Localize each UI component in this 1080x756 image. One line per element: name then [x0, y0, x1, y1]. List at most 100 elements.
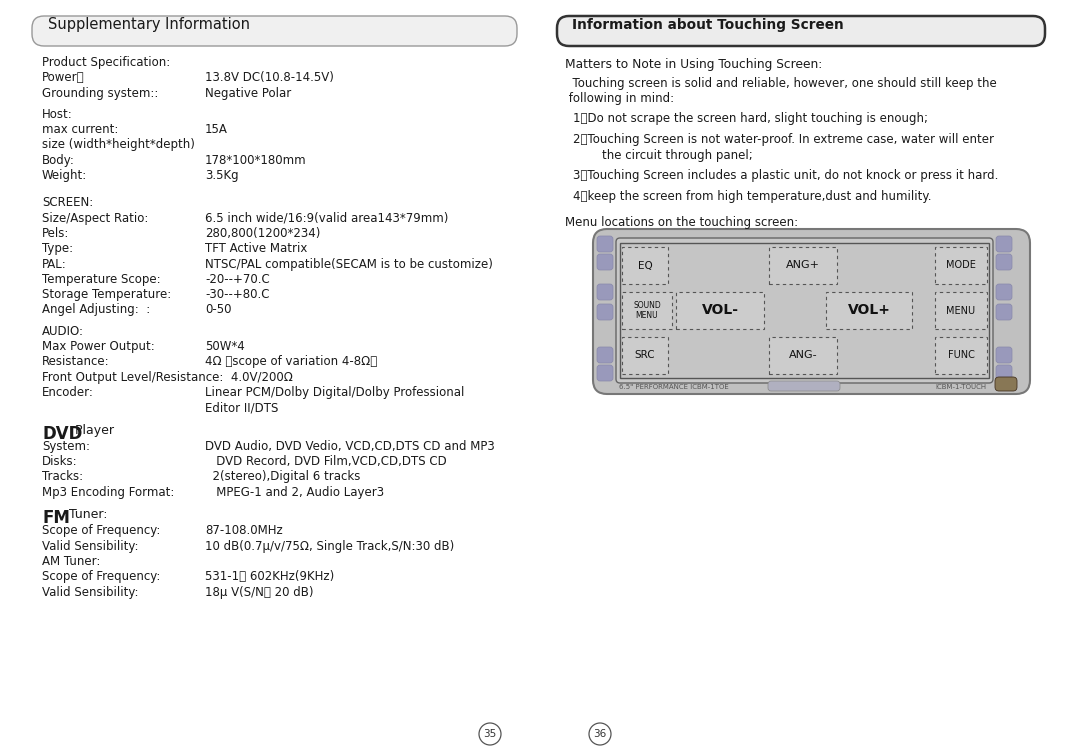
Text: PAL:: PAL:	[42, 258, 67, 271]
Text: ANG-: ANG-	[788, 351, 818, 361]
FancyBboxPatch shape	[996, 304, 1012, 320]
Text: 87-108.0MHz: 87-108.0MHz	[205, 525, 283, 538]
Text: 3.5Kg: 3.5Kg	[205, 169, 239, 182]
FancyBboxPatch shape	[597, 236, 613, 252]
Text: VOL+: VOL+	[848, 303, 890, 318]
Text: FUNC: FUNC	[947, 351, 974, 361]
FancyBboxPatch shape	[996, 254, 1012, 270]
FancyBboxPatch shape	[597, 254, 613, 270]
Bar	[935, 247, 987, 284]
FancyBboxPatch shape	[616, 238, 993, 383]
Text: System:: System:	[42, 440, 90, 453]
Text: 13.8V DC(10.8-14.5V): 13.8V DC(10.8-14.5V)	[205, 71, 334, 85]
Text: Information about Touching Screen: Information about Touching Screen	[572, 18, 843, 32]
Bar	[620, 243, 989, 378]
Bar	[622, 292, 672, 329]
FancyBboxPatch shape	[32, 16, 517, 46]
Text: Type:: Type:	[42, 243, 73, 256]
Text: 178*100*180mm: 178*100*180mm	[205, 153, 307, 167]
FancyBboxPatch shape	[597, 284, 613, 300]
Text: following in mind:: following in mind:	[565, 92, 674, 105]
Text: 0-50: 0-50	[205, 303, 231, 317]
Text: Mp3 Encoding Format:: Mp3 Encoding Format:	[42, 486, 174, 499]
Text: 10 dB(0.7μ/v/75Ω, Single Track,S/N:30 dB): 10 dB(0.7μ/v/75Ω, Single Track,S/N:30 dB…	[205, 540, 455, 553]
Bar	[769, 337, 837, 374]
Text: the circuit through panel;: the circuit through panel;	[588, 149, 753, 162]
Text: 50W*4: 50W*4	[205, 340, 245, 353]
FancyBboxPatch shape	[597, 347, 613, 363]
Text: DVD Record, DVD Film,VCD,CD,DTS CD: DVD Record, DVD Film,VCD,CD,DTS CD	[205, 455, 447, 468]
Text: 2、Touching Screen is not water-proof. In extreme case, water will enter: 2、Touching Screen is not water-proof. In…	[573, 133, 994, 146]
FancyBboxPatch shape	[557, 16, 1045, 46]
Text: Tuner:: Tuner:	[65, 508, 108, 521]
Text: Angel Adjusting:  :: Angel Adjusting: :	[42, 303, 150, 317]
Text: EQ: EQ	[637, 261, 652, 271]
FancyBboxPatch shape	[597, 304, 613, 320]
Bar	[622, 247, 669, 284]
Text: Valid Sensibility:: Valid Sensibility:	[42, 540, 138, 553]
FancyBboxPatch shape	[996, 347, 1012, 363]
FancyBboxPatch shape	[995, 377, 1017, 391]
Text: Host:: Host:	[42, 108, 72, 121]
Bar	[935, 292, 987, 329]
Text: Matters to Note in Using Touching Screen:: Matters to Note in Using Touching Screen…	[565, 58, 822, 71]
Text: Grounding system::: Grounding system::	[42, 87, 159, 100]
Text: VOL-: VOL-	[702, 303, 739, 318]
Text: -30--+80.C: -30--+80.C	[205, 288, 270, 301]
Text: Linear PCM/Dolby Digital/Dolby Professional: Linear PCM/Dolby Digital/Dolby Professio…	[205, 386, 464, 399]
Text: AM Tuner:: AM Tuner:	[42, 555, 100, 568]
Text: 280,800(1200*234): 280,800(1200*234)	[205, 227, 321, 240]
Text: 36: 36	[593, 729, 607, 739]
Text: SCREEN:: SCREEN:	[42, 197, 93, 209]
Text: MODE: MODE	[946, 261, 976, 271]
Text: Editor II/DTS: Editor II/DTS	[205, 401, 279, 414]
Text: Pels:: Pels:	[42, 227, 69, 240]
Text: Resistance:: Resistance:	[42, 355, 110, 368]
Text: MPEG-1 and 2, Audio Layer3: MPEG-1 and 2, Audio Layer3	[205, 486, 384, 499]
Text: Max Power Output:: Max Power Output:	[42, 340, 154, 353]
Text: Weight:: Weight:	[42, 169, 87, 182]
Text: SOUND
MENU: SOUND MENU	[633, 301, 661, 321]
Text: Size/Aspect Ratio:: Size/Aspect Ratio:	[42, 212, 148, 225]
Text: ANG+: ANG+	[786, 261, 820, 271]
Text: -20--+70.C: -20--+70.C	[205, 273, 270, 286]
Text: 531-1， 602KHz(9KHz): 531-1， 602KHz(9KHz)	[205, 570, 334, 584]
Text: Supplementary Information: Supplementary Information	[48, 17, 249, 33]
Text: 3、Touching Screen includes a plastic unit, do not knock or press it hard.: 3、Touching Screen includes a plastic uni…	[573, 169, 998, 182]
Text: Scope of Frequency:: Scope of Frequency:	[42, 570, 160, 584]
Bar	[622, 337, 669, 374]
Text: Storage Temperature:: Storage Temperature:	[42, 288, 172, 301]
Text: SRC: SRC	[635, 351, 656, 361]
Text: MENU: MENU	[946, 305, 975, 315]
Text: 2(stereo),Digital 6 tracks: 2(stereo),Digital 6 tracks	[205, 470, 361, 484]
Text: DVD Audio, DVD Vedio, VCD,CD,DTS CD and MP3: DVD Audio, DVD Vedio, VCD,CD,DTS CD and …	[205, 440, 495, 453]
Text: FM: FM	[42, 509, 70, 527]
Text: Negative Polar: Negative Polar	[205, 87, 292, 100]
Text: 15A: 15A	[205, 123, 228, 136]
Text: 18μ V(S/N： 20 dB): 18μ V(S/N： 20 dB)	[205, 586, 313, 599]
Text: Power：: Power：	[42, 71, 84, 85]
FancyBboxPatch shape	[996, 284, 1012, 300]
Text: DVD: DVD	[42, 425, 82, 442]
Text: NTSC/PAL compatible(SECAM is to be customize): NTSC/PAL compatible(SECAM is to be custo…	[205, 258, 492, 271]
FancyBboxPatch shape	[593, 229, 1030, 394]
Text: Temperature Scope:: Temperature Scope:	[42, 273, 161, 286]
Text: TFT Active Matrix: TFT Active Matrix	[205, 243, 308, 256]
Text: size (width*height*depth): size (width*height*depth)	[42, 138, 194, 151]
Bar	[935, 337, 987, 374]
FancyBboxPatch shape	[996, 236, 1012, 252]
Bar	[826, 292, 912, 329]
Bar	[769, 247, 837, 284]
FancyBboxPatch shape	[768, 381, 840, 391]
Text: Tracks:: Tracks:	[42, 470, 83, 484]
Text: 4、keep the screen from high temperature,dust and humility.: 4、keep the screen from high temperature,…	[573, 190, 931, 203]
Text: Encoder:: Encoder:	[42, 386, 94, 399]
Text: 1、Do not scrape the screen hard, slight touching is enough;: 1、Do not scrape the screen hard, slight …	[573, 112, 928, 125]
Text: Disks:: Disks:	[42, 455, 78, 468]
Text: Front Output Level/Resistance:  4.0V/200Ω: Front Output Level/Resistance: 4.0V/200Ω	[42, 370, 293, 384]
Text: ICBM-1-TOUCH: ICBM-1-TOUCH	[936, 384, 987, 390]
Text: Valid Sensibility:: Valid Sensibility:	[42, 586, 138, 599]
Bar	[676, 292, 764, 329]
Text: 35: 35	[484, 729, 497, 739]
Text: Menu locations on the touching screen:: Menu locations on the touching screen:	[565, 216, 798, 229]
